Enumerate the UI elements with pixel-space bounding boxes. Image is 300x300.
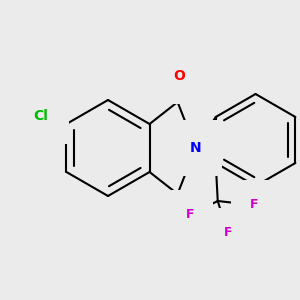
Text: Cl: Cl <box>33 109 48 123</box>
Text: F: F <box>250 199 258 212</box>
Text: F: F <box>185 208 194 221</box>
Text: F: F <box>224 226 232 239</box>
Text: N: N <box>190 141 201 155</box>
Text: O: O <box>174 213 185 227</box>
Text: O: O <box>174 69 185 83</box>
